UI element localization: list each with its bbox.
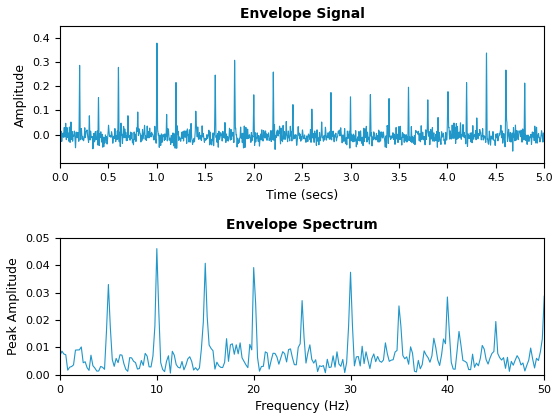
Title: Envelope Signal: Envelope Signal	[240, 7, 365, 21]
Title: Envelope Spectrum: Envelope Spectrum	[226, 218, 378, 232]
X-axis label: Time (secs): Time (secs)	[266, 189, 338, 202]
X-axis label: Frequency (Hz): Frequency (Hz)	[255, 400, 349, 413]
Y-axis label: Peak Amplitude: Peak Amplitude	[7, 257, 20, 355]
Y-axis label: Amplitude: Amplitude	[14, 63, 27, 127]
